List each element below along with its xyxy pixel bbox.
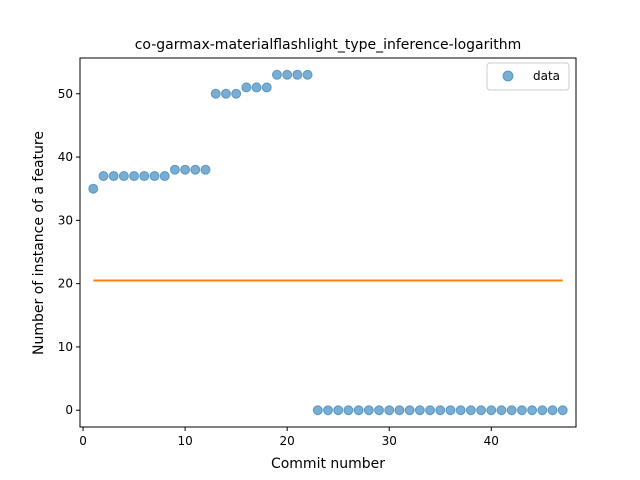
data-point xyxy=(333,405,344,416)
data-point xyxy=(404,405,415,416)
data-point xyxy=(108,171,119,182)
data-point xyxy=(302,69,313,80)
data-point xyxy=(180,164,191,175)
data-point xyxy=(384,405,395,416)
data-point xyxy=(516,405,527,416)
x-tick-label: 0 xyxy=(79,434,87,448)
y-tick-label: 30 xyxy=(58,213,73,227)
data-point xyxy=(363,405,374,416)
data-point xyxy=(190,164,201,175)
axes: 0 10 20 30 40 0 10 20 30 40 50 xyxy=(58,57,577,448)
chart-title: co-garmax-materialflashlight_type_infere… xyxy=(135,37,522,53)
data-point xyxy=(271,69,282,80)
data-point xyxy=(425,405,436,416)
data-point xyxy=(343,405,354,416)
data-point xyxy=(435,405,446,416)
data-point xyxy=(323,405,333,416)
data-point xyxy=(282,69,293,80)
legend-label-data: data xyxy=(533,69,560,83)
data-point xyxy=(129,171,140,182)
y-tick-label: 50 xyxy=(58,87,73,101)
data-point xyxy=(476,405,487,416)
y-tick-label: 40 xyxy=(58,150,73,164)
data-point xyxy=(353,405,364,416)
x-axis-label: Commit number xyxy=(271,456,385,472)
data-point xyxy=(312,405,323,416)
data-point xyxy=(414,405,425,416)
data-point xyxy=(445,405,456,416)
data-point xyxy=(88,183,99,194)
data-point xyxy=(455,405,466,416)
legend-box xyxy=(486,62,570,91)
plot-area xyxy=(88,69,568,416)
data-point xyxy=(220,88,231,99)
data-point xyxy=(231,88,242,99)
data-point xyxy=(292,69,303,80)
y-tick-label: 10 xyxy=(58,340,73,354)
data-point xyxy=(169,164,180,175)
x-tick-label: 40 xyxy=(484,434,499,448)
data-point xyxy=(241,82,252,93)
data-point xyxy=(537,405,548,416)
data-point xyxy=(374,405,385,416)
data-point xyxy=(496,405,507,416)
legend-marker-data xyxy=(502,70,514,82)
data-point xyxy=(159,171,170,182)
y-tick-label: 20 xyxy=(58,277,73,291)
x-tick-label: 20 xyxy=(280,434,295,448)
data-point xyxy=(118,171,129,182)
data-point xyxy=(465,405,476,416)
axes-frame xyxy=(79,57,577,428)
data-point xyxy=(261,82,272,93)
data-point xyxy=(486,405,497,416)
data-point xyxy=(251,82,262,93)
data-point xyxy=(527,405,538,416)
x-tick-label: 10 xyxy=(177,434,192,448)
data-point xyxy=(547,405,558,416)
data-point xyxy=(139,171,150,182)
data-point xyxy=(394,405,405,416)
data-point xyxy=(210,88,221,99)
y-axis-label: Number of instance of a feature xyxy=(31,131,47,355)
data-point xyxy=(98,171,109,182)
y-tick-label: 0 xyxy=(65,403,73,417)
data-point xyxy=(557,405,568,416)
data-point xyxy=(506,405,517,416)
data-point xyxy=(149,171,160,182)
data-point xyxy=(200,164,211,175)
x-tick-label: 30 xyxy=(382,434,397,448)
legend: data xyxy=(486,62,570,91)
